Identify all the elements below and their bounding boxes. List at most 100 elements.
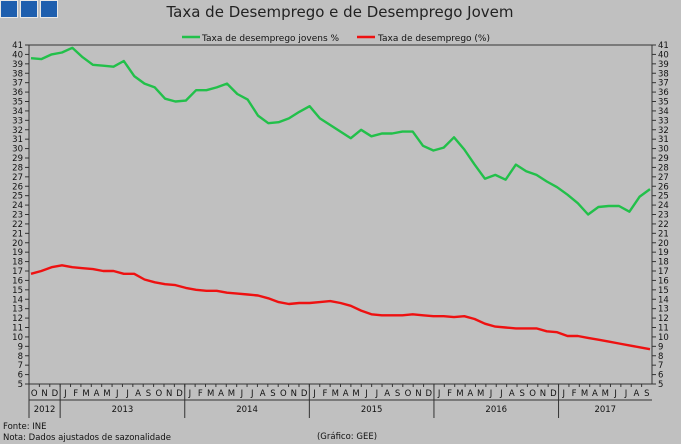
x-month-label: M bbox=[207, 389, 214, 399]
y-tick-label-left: 16 bbox=[12, 276, 23, 286]
y-tick-label-right: 10 bbox=[658, 333, 669, 343]
y-tick-label-right: 17 bbox=[658, 267, 669, 277]
y-tick-label-left: 5 bbox=[18, 380, 23, 390]
y-tick-label-right: 27 bbox=[658, 173, 669, 183]
toolbar-button-1[interactable] bbox=[0, 0, 18, 18]
y-tick-label-right: 26 bbox=[658, 182, 669, 192]
legend-label-total: Taxa de desemprego (%) bbox=[377, 34, 490, 44]
x-month-label: J bbox=[250, 389, 254, 399]
x-month-label: O bbox=[405, 389, 412, 399]
x-month-label: S bbox=[644, 389, 649, 399]
x-month-label: J bbox=[437, 389, 441, 399]
y-tick-label-right: 37 bbox=[658, 79, 669, 89]
series-line-youth bbox=[30, 46, 651, 216]
y-tick-label-left: 37 bbox=[12, 79, 23, 89]
y-tick-label-left: 15 bbox=[12, 286, 23, 296]
y-tick-label-left: 39 bbox=[12, 60, 23, 70]
y-tick-label-right: 29 bbox=[658, 154, 669, 164]
y-tick-label-left: 6 bbox=[18, 371, 23, 381]
x-month-label: N bbox=[415, 389, 421, 399]
y-tick-label-right: 35 bbox=[658, 98, 669, 108]
x-month-label: M bbox=[477, 389, 484, 399]
x-month-label: S bbox=[395, 389, 400, 399]
y-tick-label-right: 38 bbox=[658, 69, 669, 79]
y-tick-label-left: 22 bbox=[12, 220, 23, 230]
x-month-label: M bbox=[332, 389, 339, 399]
x-month-label: M bbox=[228, 389, 235, 399]
y-tick-label-left: 28 bbox=[12, 163, 23, 173]
x-month-label: J bbox=[188, 389, 192, 399]
x-month-label: D bbox=[52, 389, 59, 399]
legend: Taxa de desemprego jovens % Taxa de dese… bbox=[182, 34, 490, 44]
y-tick-label-right: 14 bbox=[658, 295, 669, 305]
toolbar-button-3[interactable] bbox=[40, 0, 58, 18]
toolbar-button-2[interactable] bbox=[20, 0, 38, 18]
y-tick-label-left: 40 bbox=[12, 50, 23, 60]
x-month-label: A bbox=[467, 389, 473, 399]
x-month-label: O bbox=[155, 389, 162, 399]
y-tick-label-right: 5 bbox=[658, 380, 663, 390]
x-month-label: A bbox=[94, 389, 100, 399]
y-tick-label-left: 33 bbox=[12, 116, 23, 126]
y-tick-label-right: 25 bbox=[658, 192, 669, 202]
x-month-label: O bbox=[529, 389, 536, 399]
x-month-label: A bbox=[135, 389, 141, 399]
y-tick-label-left: 21 bbox=[12, 229, 23, 239]
y-tick-label-right: 7 bbox=[658, 361, 663, 371]
y-tick-label-right: 36 bbox=[658, 88, 669, 98]
y-tick-label-left: 13 bbox=[12, 305, 23, 315]
y-tick-label-left: 29 bbox=[12, 154, 23, 164]
y-tick-label-right: 28 bbox=[658, 163, 669, 173]
y-tick-label-left: 12 bbox=[12, 314, 23, 324]
year-label: 2016 bbox=[485, 405, 507, 415]
y-tick-label-right: 34 bbox=[658, 107, 669, 117]
y-tick-label-right: 24 bbox=[658, 201, 669, 211]
x-month-label: J bbox=[125, 389, 129, 399]
y-tick-label-left: 8 bbox=[18, 352, 23, 362]
y-tick-label-right: 15 bbox=[658, 286, 669, 296]
y-tick-label-left: 11 bbox=[12, 324, 23, 334]
x-month-label: D bbox=[176, 389, 183, 399]
x-month-label: J bbox=[624, 389, 628, 399]
year-label: 2017 bbox=[594, 405, 616, 415]
y-tick-label-right: 11 bbox=[658, 324, 669, 334]
y-tick-label-left: 32 bbox=[12, 126, 23, 136]
series-layer bbox=[30, 46, 651, 351]
y-tick-label-left: 41 bbox=[12, 41, 23, 51]
x-month-label: J bbox=[375, 389, 379, 399]
x-month-label: J bbox=[613, 389, 617, 399]
chart-title: Taxa de Desemprego e de Desemprego Jovem bbox=[165, 3, 513, 21]
x-month-label: D bbox=[550, 389, 557, 399]
y-tick-label-left: 24 bbox=[12, 201, 23, 211]
x-month-label: M bbox=[581, 389, 588, 399]
y-tick-label-right: 40 bbox=[658, 50, 669, 60]
y-tick-label-left: 30 bbox=[12, 145, 23, 155]
x-month-label: A bbox=[260, 389, 266, 399]
y-tick-label-right: 13 bbox=[658, 305, 669, 315]
legend-label-youth: Taxa de desemprego jovens % bbox=[201, 34, 340, 44]
x-month-label: A bbox=[592, 389, 598, 399]
y-tick-label-left: 36 bbox=[12, 88, 23, 98]
y-tick-label-right: 20 bbox=[658, 239, 669, 249]
y-tick-label-left: 23 bbox=[12, 211, 23, 221]
x-month-label: M bbox=[82, 389, 89, 399]
x-month-label: S bbox=[270, 389, 275, 399]
year-label: 2013 bbox=[112, 405, 134, 415]
series-line-total bbox=[30, 264, 651, 351]
y-tick-label-left: 20 bbox=[12, 239, 23, 249]
y-tick-label-right: 33 bbox=[658, 116, 669, 126]
y-tick-label-right: 30 bbox=[658, 145, 669, 155]
y-tick-label-left: 14 bbox=[12, 295, 23, 305]
y-tick-label-right: 23 bbox=[658, 211, 669, 221]
y-tick-label-right: 12 bbox=[658, 314, 669, 324]
y-tick-label-left: 35 bbox=[12, 98, 23, 108]
x-month-label: N bbox=[41, 389, 47, 399]
x-month-label: F bbox=[198, 389, 203, 399]
year-label: 2012 bbox=[34, 405, 56, 415]
x-month-label: J bbox=[499, 389, 503, 399]
x-month-label: A bbox=[343, 389, 349, 399]
y-tick-label-left: 38 bbox=[12, 69, 23, 79]
x-month-label: N bbox=[291, 389, 297, 399]
x-month-label: M bbox=[602, 389, 609, 399]
